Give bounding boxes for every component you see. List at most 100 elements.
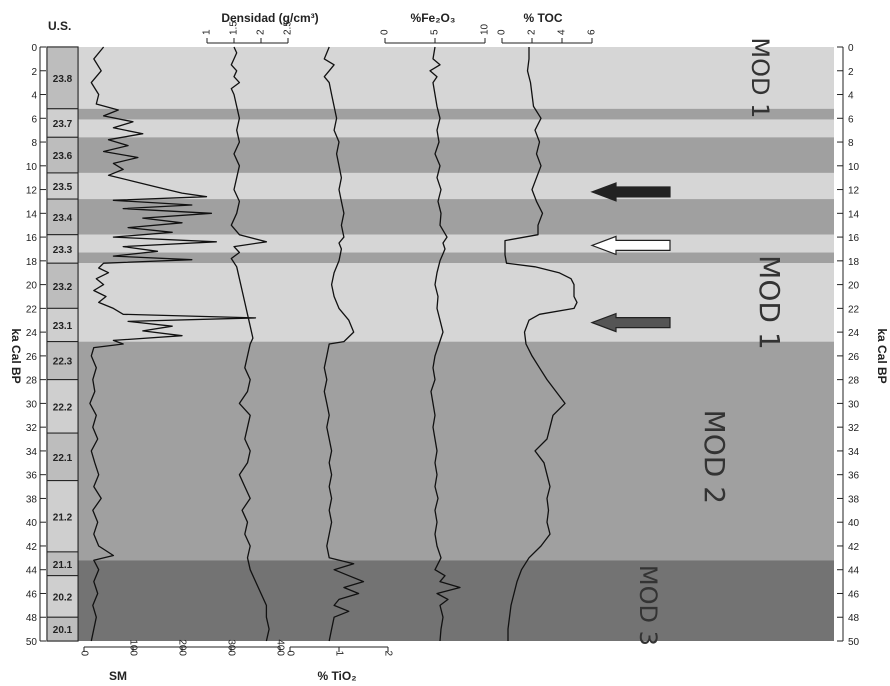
age-tick-label-left: 0 xyxy=(31,43,37,54)
age-tick-label-left: 18 xyxy=(26,257,38,268)
series-line--tio2 xyxy=(323,46,365,642)
age-tick-label-left: 12 xyxy=(26,186,38,197)
age-tick-label-right: 18 xyxy=(848,257,860,268)
age-tick-label-left: 8 xyxy=(31,138,37,149)
us-unit-label: 23.1 xyxy=(53,321,73,332)
series-line-densidad xyxy=(230,46,270,642)
age-tick-label-right: 12 xyxy=(848,186,860,197)
age-tick-label-right: 14 xyxy=(848,209,860,220)
age-tick-label-right: 4 xyxy=(848,91,854,102)
age-tick-label-right: 48 xyxy=(848,613,860,624)
us-column: 23.8 23.7 23.6 23.5 23.4 23.3 23.2 23.1 22.3 22.2… xyxy=(46,46,79,642)
axis-tick-label-sm: 400 xyxy=(274,639,285,656)
age-tick-label-left: 36 xyxy=(26,471,38,482)
age-tick-label-right: 0 xyxy=(848,43,854,54)
us-unit-label: 22.1 xyxy=(53,453,73,464)
axis-title--toc: % TOC xyxy=(523,11,562,25)
us-unit-cell xyxy=(46,108,79,138)
us-unit-label: 23.5 xyxy=(53,182,73,193)
y-axis-label-right: ka Cal BP xyxy=(875,328,889,383)
age-tick-label-left: 20 xyxy=(26,281,38,292)
zone-label: MOD 3 xyxy=(634,565,662,646)
us-unit-label: 20.1 xyxy=(53,625,73,636)
age-tick-label-left: 28 xyxy=(26,376,38,387)
axis-tick-label--tio2: 2 xyxy=(382,650,393,656)
us-unit-label: 23.8 xyxy=(53,74,73,85)
age-tick-label-left: 32 xyxy=(26,423,38,434)
zone-labels: MOD 1 MOD 1 MOD 2 MOD 3 xyxy=(634,37,786,645)
age-tick-label-right: 36 xyxy=(848,471,860,482)
us-unit-label: 23.4 xyxy=(53,213,73,224)
age-tick-label-right: 42 xyxy=(848,542,860,553)
axis-tick-label--toc: 4 xyxy=(557,29,568,35)
us-unit-cell xyxy=(46,341,79,381)
series-line--toc xyxy=(504,47,578,641)
age-tick-label-right: 50 xyxy=(848,637,860,648)
age-tick-label-left: 6 xyxy=(31,114,37,125)
us-title: U.S. xyxy=(48,19,71,33)
zone-band-4 xyxy=(78,172,834,200)
age-tick-label-right: 20 xyxy=(848,281,860,292)
age-tick-label-left: 30 xyxy=(26,399,38,410)
age-tick-label-left: 10 xyxy=(26,162,38,173)
age-tick-label-right: 2 xyxy=(848,67,854,78)
age-tick-label-left: 4 xyxy=(31,91,37,102)
age-tick-label-right: 32 xyxy=(848,423,860,434)
marker-arrow-2 xyxy=(590,312,671,333)
us-unit-cell xyxy=(46,616,79,642)
age-tick-label-left: 2 xyxy=(31,67,37,78)
us-unit-label: 23.6 xyxy=(53,151,73,162)
age-tick-label-right: 46 xyxy=(848,589,860,600)
series-line-sm xyxy=(89,46,257,642)
us-unit-cell xyxy=(46,379,79,434)
zone-label: MOD 1 xyxy=(753,255,786,349)
us-unit-cell xyxy=(46,172,79,200)
age-tick-label-left: 26 xyxy=(26,352,38,363)
zone-band-0 xyxy=(78,47,834,109)
age-tick-label-right: 26 xyxy=(848,352,860,363)
us-unit-label: 21.2 xyxy=(53,512,73,523)
axis-tick-label-sm: 200 xyxy=(176,639,187,656)
age-tick-label-left: 42 xyxy=(26,542,38,553)
us-unit-label: 23.3 xyxy=(53,245,73,256)
zone-bands xyxy=(78,47,834,641)
age-tick-label-right: 44 xyxy=(848,566,860,577)
age-tick-label-left: 48 xyxy=(26,613,38,624)
axis-title--tio2: % TiO₂ xyxy=(317,669,356,683)
us-unit-label: 20.2 xyxy=(53,592,73,603)
us-unit-label: 22.2 xyxy=(53,402,73,413)
age-tick-label-right: 22 xyxy=(848,304,860,315)
age-tick-label-right: 40 xyxy=(848,518,860,529)
age-tick-label-right: 16 xyxy=(848,233,860,244)
series-lines xyxy=(89,46,578,642)
age-tick-label-left: 38 xyxy=(26,494,38,505)
zone-band-3 xyxy=(78,137,834,173)
axis-title-sm: SM xyxy=(109,669,127,683)
axis-tick-label--toc: 2 xyxy=(527,29,538,35)
axis-tick-label-densidad: 1.5 xyxy=(229,21,240,35)
zone-label: MOD 2 xyxy=(698,410,731,504)
marker-arrow-1 xyxy=(590,235,671,256)
age-tick-label-left: 24 xyxy=(26,328,38,339)
us-unit-label: 22.3 xyxy=(53,357,73,368)
axis-tick-label--tio2: 0 xyxy=(284,650,295,656)
zone-band-1 xyxy=(78,108,834,120)
age-tick-label-right: 6 xyxy=(848,114,854,125)
age-tick-label-right: 34 xyxy=(848,447,860,458)
age-tick-label-left: 50 xyxy=(26,637,38,648)
marker-arrow-0 xyxy=(590,182,671,202)
age-tick-label-right: 10 xyxy=(848,162,860,173)
zone-band-5 xyxy=(78,199,834,235)
zone-band-10 xyxy=(78,560,834,641)
axis-tick-label--fe2o3: 5 xyxy=(430,29,441,35)
axis-tick-label--tio2: 1 xyxy=(333,650,344,656)
us-unit-label: 23.7 xyxy=(53,119,73,130)
age-tick-label-left: 14 xyxy=(26,209,38,220)
age-tick-label-left: 40 xyxy=(26,518,38,529)
axis-tick-label--toc: 6 xyxy=(587,29,598,35)
axis-tick-label--fe2o3: 0 xyxy=(380,29,391,35)
axis-tick-label-densidad: 1 xyxy=(202,29,213,35)
us-unit-label: 23.2 xyxy=(53,282,73,293)
